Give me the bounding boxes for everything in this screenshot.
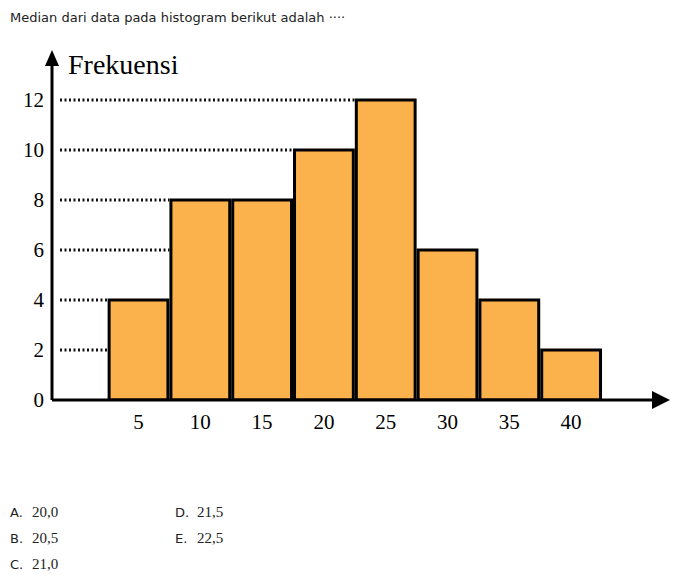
bar xyxy=(233,200,292,400)
x-tick-label: 25 xyxy=(375,410,396,434)
bars xyxy=(109,100,600,400)
x-tick-label: 5 xyxy=(133,410,144,434)
choice-text: 22,5 xyxy=(197,530,223,546)
x-tick-label: 35 xyxy=(499,410,520,434)
choice-text: 21,5 xyxy=(197,504,223,520)
bar xyxy=(295,150,354,400)
choice-text: 20,5 xyxy=(32,530,58,546)
choice-letter: D. xyxy=(175,505,189,520)
x-axis xyxy=(52,399,658,402)
x-tick-label: 30 xyxy=(437,410,458,434)
grid-line xyxy=(60,299,108,302)
grid-line xyxy=(60,249,169,252)
x-tick-label: 15 xyxy=(252,410,273,434)
y-axis-label: Frekuensi xyxy=(68,49,179,80)
y-tick-label: 0 xyxy=(34,388,45,412)
choice-letter: B. xyxy=(10,531,23,546)
y-tick-label: 6 xyxy=(34,238,45,262)
choice-letter: A. xyxy=(10,505,23,520)
grid-line xyxy=(60,199,169,202)
y-tick-label: 8 xyxy=(34,188,45,212)
question: Median dari data pada histogram berikut … xyxy=(10,10,345,25)
bar xyxy=(109,300,168,400)
page: Median dari data pada histogram berikut … xyxy=(0,0,700,579)
grid-line xyxy=(60,149,293,152)
x-tick-label: 20 xyxy=(313,410,334,434)
x-tick-label: 10 xyxy=(190,410,211,434)
grid-line xyxy=(60,349,108,352)
y-axis-arrow xyxy=(45,50,59,66)
choice-letter: C. xyxy=(10,557,23,572)
bar xyxy=(171,200,230,400)
bar xyxy=(418,250,477,400)
bar xyxy=(480,300,539,400)
y-axis xyxy=(51,62,54,400)
bar xyxy=(356,100,415,400)
grid-line xyxy=(60,99,355,102)
choice-letter: E. xyxy=(175,531,187,546)
x-tick-label: 40 xyxy=(561,410,582,434)
y-tick-label: 2 xyxy=(34,338,45,362)
x-axis-arrow xyxy=(652,391,670,409)
bar xyxy=(542,350,601,400)
y-tick-label: 10 xyxy=(23,138,44,162)
choice-text: 21,0 xyxy=(32,556,58,572)
choice-text: 20,0 xyxy=(32,504,58,520)
y-tick-label: 12 xyxy=(23,88,44,112)
y-tick-label: 4 xyxy=(34,288,45,312)
